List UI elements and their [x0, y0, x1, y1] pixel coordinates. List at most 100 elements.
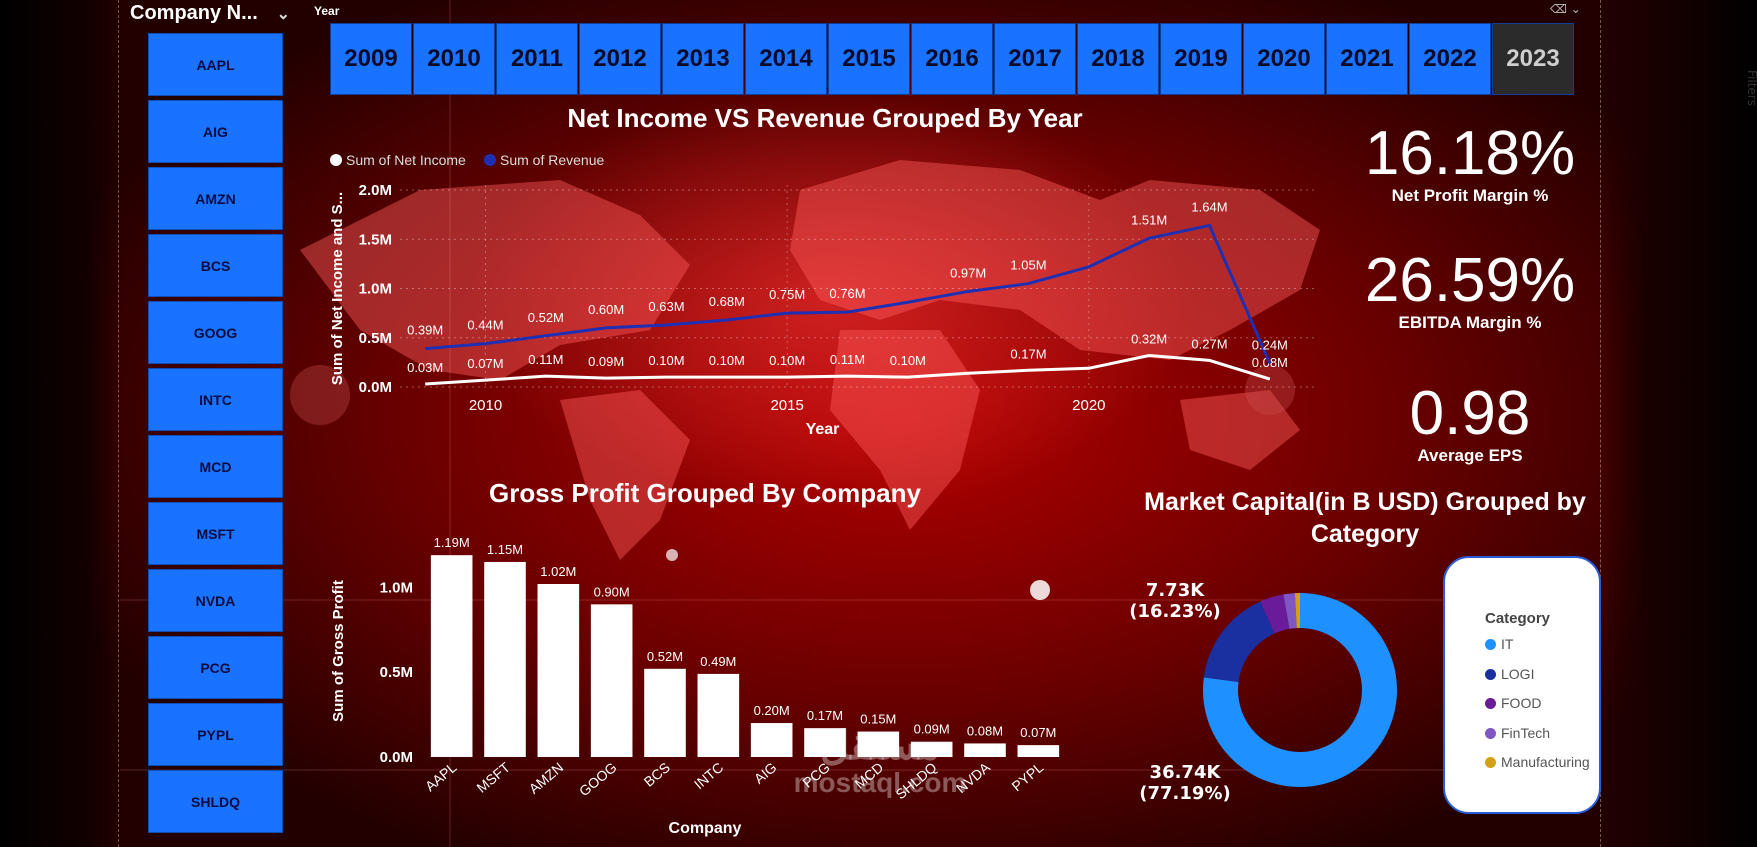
data-label: 1.64M [1191, 199, 1227, 214]
bar-intc[interactable] [697, 673, 740, 757]
year-option-2023[interactable]: 2023 [1492, 23, 1574, 95]
company-option-msft[interactable]: MSFT [148, 502, 283, 565]
bar-bcs[interactable] [644, 668, 686, 757]
year-option-2014[interactable]: 2014 [745, 23, 827, 95]
x-tick-label: AMZN [526, 759, 567, 797]
year-option-2020[interactable]: 2020 [1243, 23, 1325, 95]
year-option-2016[interactable]: 2016 [911, 23, 993, 95]
legend-title: Category [1485, 610, 1551, 627]
right-shade [1600, 0, 1757, 847]
legend-dot [1485, 638, 1496, 650]
kpi-net-profit-margin: 16.18% Net Profit Margin % [1340, 122, 1600, 206]
company-option-label: PYPL [197, 726, 234, 743]
legend-item-it[interactable]: IT [1485, 636, 1513, 652]
donut-label-value: 36.74K [1149, 762, 1221, 783]
donut-slice-food[interactable] [1260, 594, 1290, 634]
data-label: 0.08M [967, 723, 1003, 738]
data-label: 0.09M [588, 354, 624, 369]
company-option-nvda[interactable]: NVDA [148, 569, 283, 632]
company-option-label: PCG [200, 659, 231, 676]
year-option-label: 2023 [1506, 45, 1560, 72]
year-option-2015[interactable]: 2015 [828, 23, 910, 95]
donut-label-logi: 7.73K (16.23%) [1120, 580, 1230, 622]
donut-slice-logi[interactable] [1203, 601, 1275, 682]
year-option-2018[interactable]: 2018 [1077, 23, 1159, 95]
donut-label-value: 7.73K [1145, 580, 1205, 601]
x-tick-label: 2020 [1072, 397, 1105, 414]
company-option-label: AIG [203, 123, 228, 140]
bar-goog[interactable] [590, 604, 633, 757]
company-option-shldq[interactable]: SHLDQ [148, 770, 283, 833]
frame-divider [118, 0, 119, 847]
legend-item-logi[interactable]: LOGI [1485, 666, 1534, 682]
company-option-bcs[interactable]: BCS [148, 234, 283, 297]
year-option-2012[interactable]: 2012 [579, 23, 661, 95]
legend-label: Manufacturing [1501, 754, 1590, 770]
legend-dot [1485, 756, 1496, 768]
company-option-pypl[interactable]: PYPL [148, 703, 283, 766]
year-option-2017[interactable]: 2017 [994, 23, 1076, 95]
donut-slice-it[interactable] [1203, 593, 1397, 787]
legend-label: LOGI [1501, 666, 1535, 682]
eraser-icon[interactable]: ⌫ [1550, 2, 1567, 16]
data-label: 0.17M [1010, 346, 1046, 361]
bar-aig[interactable] [750, 723, 793, 757]
legend-item-manufacturing[interactable]: Manufacturing [1485, 754, 1590, 770]
company-slicer-header[interactable]: Company N... ⌄ [130, 2, 290, 30]
bar-amzn[interactable] [537, 584, 580, 757]
company-option-label: MSFT [196, 525, 235, 542]
year-option-2013[interactable]: 2013 [662, 23, 744, 95]
legend-revenue[interactable]: Sum of Revenue [500, 152, 604, 168]
kpi-label: EBITDA Margin % [1398, 313, 1542, 332]
left-shade [0, 0, 120, 847]
company-option-intc[interactable]: INTC [148, 368, 283, 431]
bar-mcd[interactable] [857, 731, 900, 757]
legend-net-income[interactable]: Sum of Net Income [346, 152, 466, 168]
company-slicer-title: Company N... [130, 2, 258, 24]
x-tick-label: PYPL [1009, 759, 1047, 794]
company-option-label: BCS [200, 257, 231, 274]
data-label: 0.97M [950, 265, 986, 280]
watermark: مستقل mostaql.com [770, 725, 990, 799]
data-label: 0.68M [709, 294, 745, 309]
year-option-label: 2010 [427, 45, 481, 72]
year-option-label: 2014 [759, 45, 813, 72]
year-option-2011[interactable]: 2011 [496, 23, 578, 95]
legend-item-fintech[interactable]: FinTech [1485, 725, 1550, 741]
company-option-label: NVDA [195, 592, 236, 609]
data-label: 0.07M [467, 356, 503, 371]
year-slicer-title: Year [314, 4, 340, 18]
donut-slice-manufacturing[interactable] [1294, 593, 1300, 629]
company-option-aapl[interactable]: AAPL [148, 33, 283, 96]
year-option-2019[interactable]: 2019 [1160, 23, 1242, 95]
company-option-label: AAPL [196, 56, 235, 73]
bar-chart-title: Gross Profit Grouped By Company [489, 478, 921, 508]
year-option-2010[interactable]: 2010 [413, 23, 495, 95]
company-option-aig[interactable]: AIG [148, 100, 283, 163]
bar-nvda[interactable] [964, 743, 1006, 757]
y-tick-label: 0.5M [359, 330, 392, 347]
bar-pcg[interactable] [804, 728, 846, 757]
donut-slice-fintech[interactable] [1283, 593, 1297, 629]
filters-pane-tab[interactable]: Filters [1745, 70, 1757, 106]
legend-item-food[interactable]: FOOD [1485, 695, 1541, 711]
bar-msft[interactable] [484, 561, 526, 757]
data-label: 1.05M [1010, 258, 1046, 273]
chevron-down-icon[interactable]: ⌄ [276, 6, 290, 23]
year-option-2022[interactable]: 2022 [1409, 23, 1491, 95]
chevron-down-icon[interactable]: ⌄ [1570, 2, 1581, 16]
year-option-2009[interactable]: 2009 [330, 23, 412, 95]
y-tick-label: 2.0M [359, 182, 392, 199]
company-option-mcd[interactable]: MCD [148, 435, 283, 498]
company-option-amzn[interactable]: AMZN [148, 167, 283, 230]
year-option-2021[interactable]: 2021 [1326, 23, 1408, 95]
bar-shldq[interactable] [910, 741, 953, 757]
legend-dot [1485, 668, 1496, 680]
company-option-pcg[interactable]: PCG [148, 636, 283, 699]
bar-aapl[interactable] [430, 555, 473, 757]
series-line-net-income [425, 353, 1271, 386]
company-option-goog[interactable]: GOOG [148, 301, 283, 364]
line-chart: Sum of Net Income Sum of Revenue 0.0M 0.5M 1… [329, 152, 1315, 435]
bar-pypl[interactable] [1017, 745, 1060, 757]
line-chart-title: Net Income VS Revenue Grouped By Year [567, 103, 1083, 133]
